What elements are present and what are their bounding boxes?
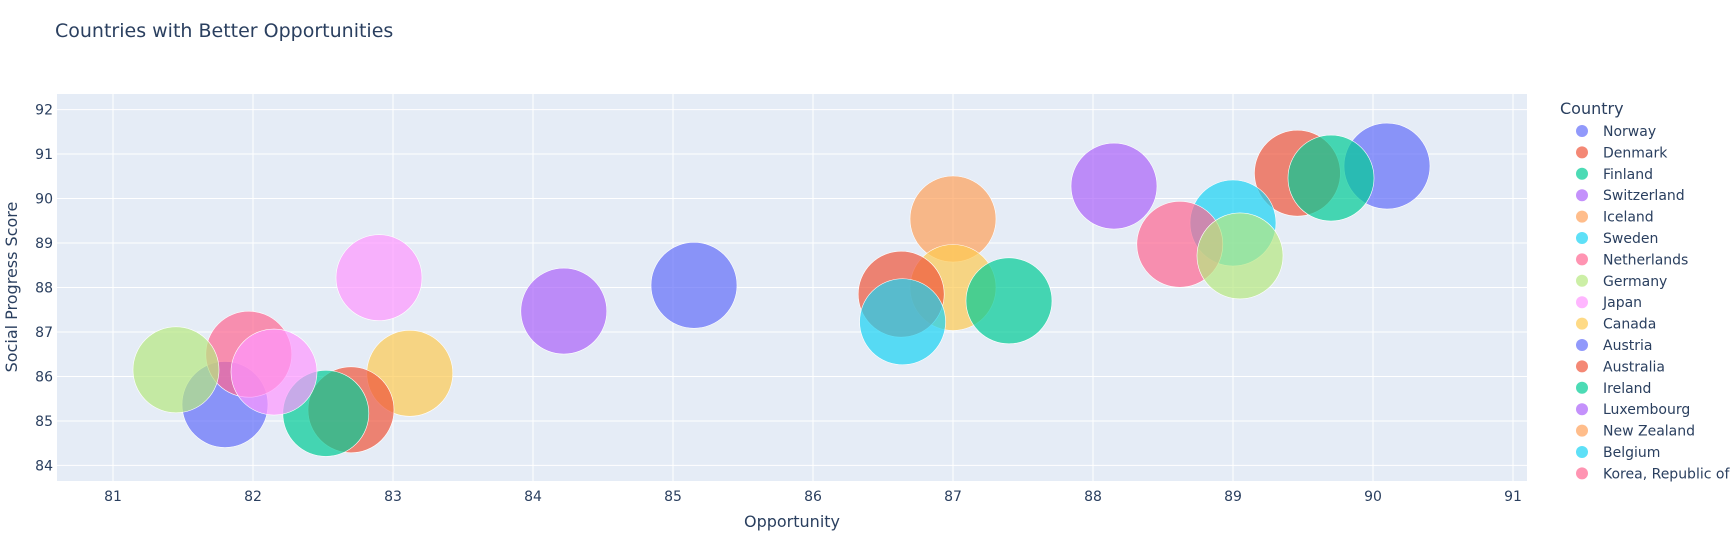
legend-label: Australia (1603, 359, 1665, 375)
x-tick-label: 83 (384, 489, 402, 505)
legend-label: Finland (1603, 167, 1653, 183)
legend-label: New Zealand (1603, 424, 1695, 440)
point-belgium[interactable] (859, 278, 946, 366)
point-japan[interactable] (335, 234, 423, 322)
legend-item[interactable]: Netherlands (1576, 252, 1688, 268)
legend-item[interactable]: Finland (1576, 167, 1653, 183)
legend-item[interactable]: New Zealand (1576, 424, 1695, 440)
legend-marker (1576, 146, 1588, 159)
legend-label: Austria (1603, 338, 1652, 354)
legend-marker (1576, 253, 1588, 266)
x-axis-title: Opportunity (744, 512, 840, 531)
y-axis-title: Social Progress Score (2, 202, 21, 373)
legend-label: Luxembourg (1603, 402, 1690, 418)
legend-label: Germany (1603, 274, 1667, 290)
x-tick-label: 81 (104, 489, 122, 505)
legend-marker (1576, 360, 1588, 373)
point-series-18[interactable] (230, 328, 318, 416)
legend-label: Switzerland (1603, 188, 1685, 204)
legend-marker (1576, 446, 1588, 458)
x-tick-label: 82 (244, 489, 262, 505)
x-tick-label: 84 (524, 489, 542, 505)
legend-label: Japan (1602, 295, 1642, 311)
legend-marker (1576, 125, 1588, 137)
legend-marker (1576, 232, 1588, 244)
y-tick-label: 86 (35, 369, 53, 385)
legend-item[interactable]: Ireland (1576, 381, 1651, 397)
legend[interactable]: Norway Denmark Finland Switzerland Iceland Sw… (1576, 124, 1730, 482)
legend-item[interactable]: Iceland (1576, 210, 1654, 226)
legend-item[interactable]: Austria (1576, 338, 1652, 354)
legend-item[interactable]: Luxembourg (1576, 402, 1690, 418)
point-switzerland[interactable] (1070, 142, 1158, 230)
point-finland[interactable] (1287, 134, 1375, 222)
x-tick-label: 91 (1504, 489, 1522, 505)
x-tick-label: 90 (1364, 489, 1382, 505)
legend-item[interactable]: Denmark (1576, 145, 1668, 161)
legend-label: Denmark (1603, 145, 1668, 161)
legend-label: Ireland (1603, 381, 1651, 397)
legend-item[interactable]: Sweden (1576, 231, 1658, 247)
y-tick-label: 85 (35, 414, 53, 430)
x-tick-label: 86 (804, 489, 822, 505)
legend-marker (1576, 167, 1588, 180)
y-tick-label: 84 (35, 458, 53, 474)
legend-item[interactable]: Japan (1576, 295, 1642, 311)
y-tick-label: 90 (35, 192, 53, 208)
legend-label: Sweden (1603, 231, 1658, 247)
legend-item[interactable]: Belgium (1576, 445, 1660, 461)
x-tick-label: 88 (1084, 489, 1102, 505)
y-tick-label: 91 (35, 147, 53, 163)
legend-marker (1576, 210, 1588, 223)
legend-item[interactable]: Switzerland (1576, 188, 1685, 204)
legend-label: Belgium (1603, 445, 1660, 461)
y-tick-label: 87 (35, 325, 53, 341)
point-luxembourg[interactable] (520, 267, 608, 355)
legend-title: Country (1560, 99, 1624, 118)
x-tick-label: 85 (664, 489, 682, 505)
legend-marker (1576, 403, 1588, 416)
legend-item[interactable]: Australia (1576, 359, 1665, 375)
legend-label: Korea, Republic of (1603, 466, 1730, 482)
legend-item[interactable]: Canada (1576, 317, 1656, 333)
x-tick-label: 87 (944, 489, 962, 505)
chart-title: Countries with Better Opportunities (55, 20, 393, 42)
legend-marker (1576, 339, 1588, 351)
legend-label: Canada (1603, 317, 1656, 333)
legend-item[interactable]: Germany (1576, 274, 1667, 290)
legend-item[interactable]: Norway (1576, 124, 1656, 140)
legend-label: Netherlands (1603, 252, 1688, 268)
y-tick-label: 89 (35, 236, 53, 252)
point-austria[interactable] (650, 241, 738, 329)
legend-marker (1576, 424, 1588, 437)
point-ireland[interactable] (965, 257, 1053, 345)
legend-marker (1576, 274, 1588, 287)
y-tick-label: 88 (35, 281, 53, 297)
legend-label: Norway (1603, 124, 1656, 140)
legend-label: Iceland (1603, 210, 1654, 226)
legend-marker (1576, 381, 1588, 394)
x-tick-labels: 81 82 83 84 85 86 87 88 89 90 91 (104, 489, 1522, 505)
point-germany[interactable] (1196, 212, 1284, 300)
legend-marker (1576, 296, 1588, 309)
x-tick-label: 89 (1224, 489, 1242, 505)
legend-marker (1576, 189, 1588, 202)
data-points (132, 122, 1431, 457)
legend-marker (1576, 467, 1588, 480)
legend-item[interactable]: Korea, Republic of (1576, 466, 1730, 482)
point-series-17[interactable] (132, 326, 220, 414)
y-tick-labels: 84 85 86 87 88 89 90 91 92 (35, 103, 53, 475)
y-tick-label: 92 (35, 103, 53, 119)
legend-marker (1576, 317, 1588, 330)
